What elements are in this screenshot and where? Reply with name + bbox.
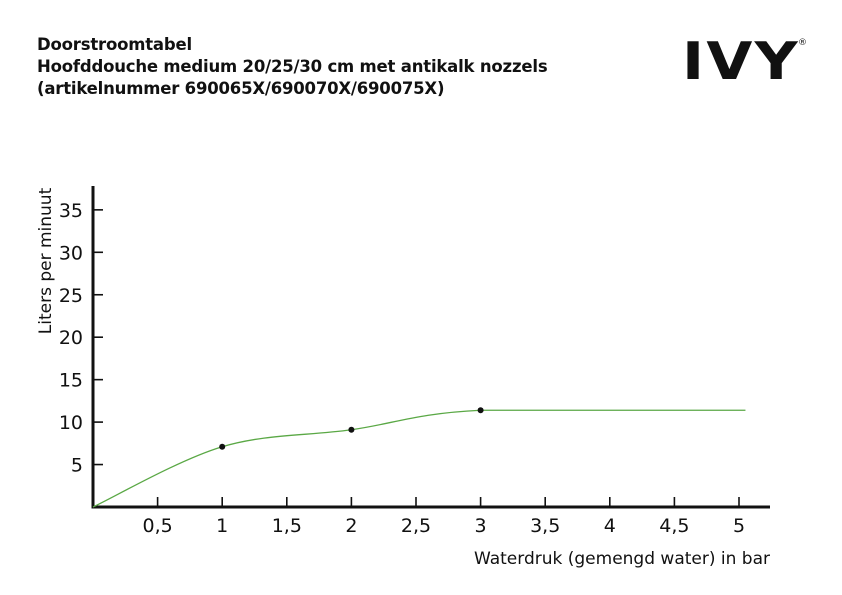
x-tick-label: 2	[345, 515, 357, 537]
x-tick-label: 1	[216, 515, 228, 537]
chart-ticks: 0,5 1 1,5 2 2,5 3 3,5 4 4,5 5 5 10 15 20 25 30 35	[59, 200, 745, 537]
y-axis-label: Liters per minuut	[36, 187, 56, 334]
y-tick-label: 10	[59, 412, 83, 434]
x-axis-label: Waterdruk (gemengd water) in bar	[474, 549, 770, 569]
data-point	[348, 426, 355, 433]
x-tick-label: 5	[733, 515, 745, 537]
y-tick-label: 5	[71, 455, 83, 477]
chart-series	[92, 407, 746, 508]
y-tick-label: 20	[59, 327, 83, 349]
x-tick-label: 2,5	[401, 515, 431, 537]
chart-title: Doorstroomtabel	[37, 35, 192, 54]
x-tick-label: 0,5	[142, 515, 172, 537]
chart-axes	[91, 186, 770, 509]
ivy-logo: IVY ®	[682, 36, 807, 84]
data-point	[219, 443, 226, 450]
series-line	[92, 409, 746, 508]
chart-subtitle: Hoofddouche medium 20/25/30 cm met antik…	[37, 57, 548, 76]
ivy-logo-text: IVY	[682, 36, 800, 84]
y-tick-label: 35	[59, 200, 83, 222]
x-tick-label: 3	[475, 515, 487, 537]
data-point	[477, 407, 484, 414]
article-numbers: (artikelnummer 690065X/690070X/690075X)	[37, 79, 445, 98]
x-tick-label: 4,5	[659, 515, 689, 537]
registered-mark: ®	[798, 38, 807, 48]
y-tick-label: 30	[59, 242, 83, 264]
chart-header: Doorstroomtabel Hoofddouche medium 20/25…	[37, 34, 548, 100]
x-tick-label: 4	[604, 515, 616, 537]
y-tick-label: 15	[59, 370, 83, 392]
x-tick-label: 1,5	[272, 515, 302, 537]
x-tick-label: 3,5	[530, 515, 560, 537]
y-tick-label: 25	[59, 285, 83, 307]
